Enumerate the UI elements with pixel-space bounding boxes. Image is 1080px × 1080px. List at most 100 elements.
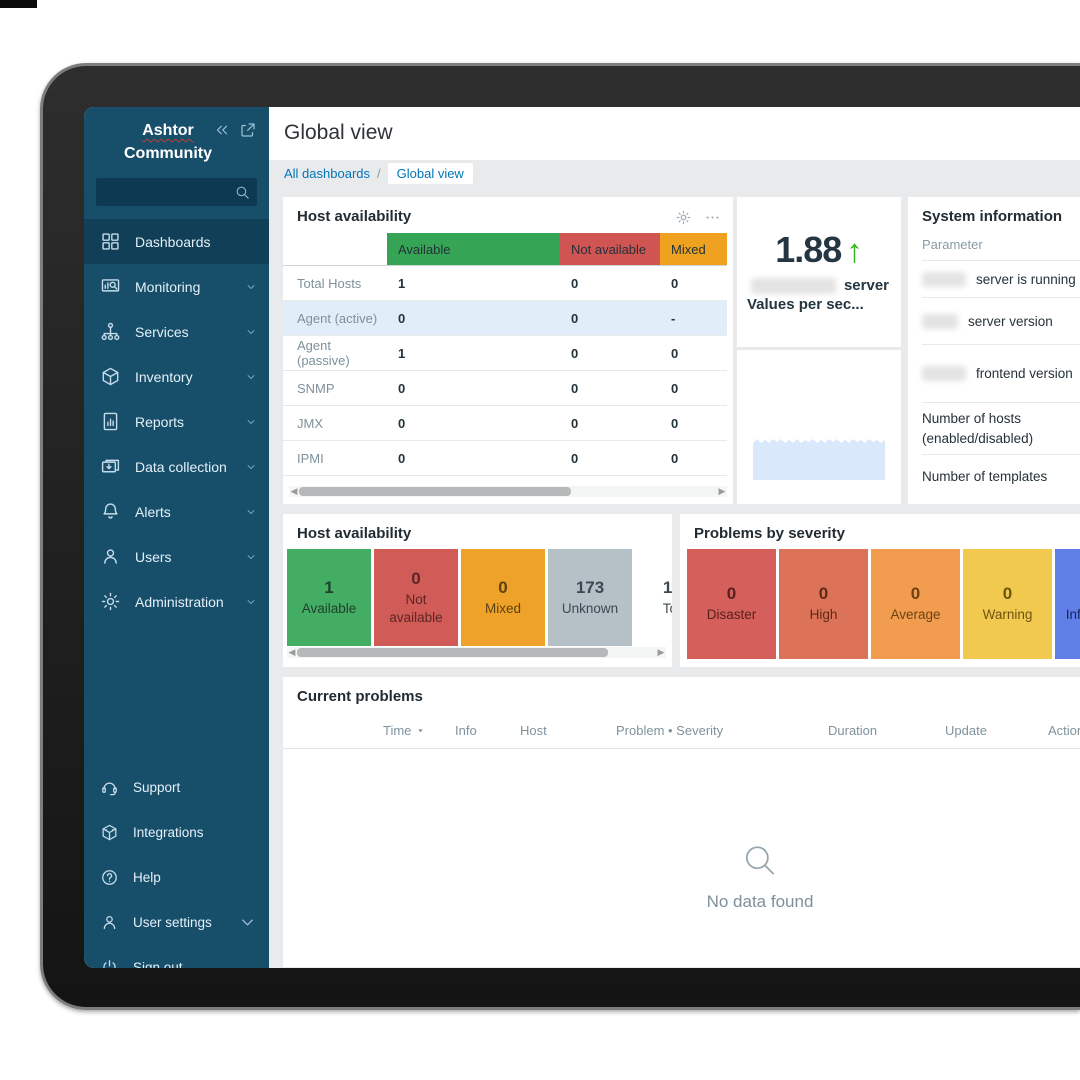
widget-system-information: System information Parameter server is r… — [908, 197, 1080, 504]
sidebar-item-label: Administration — [135, 593, 224, 610]
scrollbar-thumb[interactable] — [299, 487, 571, 496]
sidebar-footer: Support Integrations Help User settings … — [84, 765, 269, 968]
table-row: Total Hosts 1 0 0 — [283, 266, 727, 301]
sidebar-item-integrations[interactable]: Integrations — [84, 810, 269, 855]
integrations-icon — [100, 823, 119, 842]
sidebar-item-inventory[interactable]: Inventory — [84, 354, 269, 399]
status-card-not-available: 0 Not available — [374, 549, 458, 646]
redacted-blur — [922, 271, 966, 287]
sidebar-item-services[interactable]: Services — [84, 309, 269, 354]
administration-icon — [100, 591, 121, 612]
chevron-down-icon — [245, 461, 257, 473]
search-icon[interactable] — [234, 184, 251, 201]
severity-card-average: 0 Average — [871, 549, 960, 659]
severity-card-high: 0 High — [779, 549, 868, 659]
monitoring-icon — [100, 276, 121, 297]
gear-icon[interactable] — [675, 209, 692, 226]
chevron-down-icon — [245, 416, 257, 428]
dashboards-icon — [100, 231, 121, 252]
sysinfo-row: Number of hosts (enabled/disabled) — [922, 402, 1080, 454]
metric-label: Values per sec... — [747, 296, 864, 313]
widget-mini-graph — [737, 350, 901, 504]
column-time[interactable]: Time — [383, 723, 426, 738]
brand-line1: Ashtor — [142, 122, 194, 139]
column-update[interactable]: Update — [945, 723, 987, 738]
column-not-available: Not available — [560, 233, 660, 265]
sidebar-item-label: Integrations — [133, 825, 204, 840]
column-problem-severity[interactable]: Problem • Severity — [616, 723, 724, 738]
sidebar-item-user-settings[interactable]: User settings — [84, 900, 269, 945]
column-info[interactable]: Info — [455, 723, 477, 738]
redacted-blur — [922, 366, 966, 381]
host-availability-table: Available Not available Mixed Total Host… — [283, 233, 727, 476]
column-duration[interactable]: Duration — [828, 723, 878, 738]
sidebar-item-label: Services — [135, 323, 189, 340]
redacted-blur — [751, 277, 836, 294]
search-input[interactable] — [96, 184, 308, 200]
sidebar-item-support[interactable]: Support — [84, 765, 269, 810]
sidebar-item-label: Users — [135, 548, 172, 565]
scroll-left-arrow[interactable]: ◀ — [290, 486, 298, 496]
problems-table-header: Time Info Host Problem • Severity Durati… — [283, 717, 1080, 749]
table-row: Agent (passive) 1 0 0 — [283, 336, 727, 371]
table-row: JMX 0 0 0 — [283, 406, 727, 441]
sidebar-item-monitoring[interactable]: Monitoring — [84, 264, 269, 309]
ellipsis-menu-icon[interactable] — [704, 209, 721, 226]
sysinfo-label: frontend version — [976, 366, 1073, 381]
sign-out-icon — [100, 958, 119, 968]
widget-host-availability-cards: Host availability 1 Available 0 Not avai… — [283, 514, 672, 667]
collapse-sidebar-icon[interactable] — [213, 121, 231, 139]
column-actions[interactable]: Actions — [1048, 723, 1080, 738]
sidebar-item-label: Sign out — [133, 960, 183, 968]
sysinfo-label: (enabled/disabled) — [922, 430, 1034, 446]
brand-line2: Community — [124, 145, 212, 163]
metric-unit-label: server — [843, 277, 889, 294]
support-icon — [100, 778, 119, 797]
chevron-down-icon — [245, 596, 257, 608]
metric-value: 1.88 — [775, 229, 842, 270]
status-card-available: 1 Available — [287, 549, 371, 646]
breadcrumb-separator: / — [377, 166, 381, 181]
sysinfo-row: Number of templates — [922, 454, 1080, 498]
scroll-left-arrow[interactable]: ◀ — [288, 647, 296, 657]
chevron-down-icon — [245, 506, 257, 518]
widget-title: Host availability — [297, 525, 412, 542]
empty-state-text: No data found — [706, 892, 814, 911]
sysinfo-label: server is running — [976, 271, 1076, 287]
sidebar-item-users[interactable]: Users — [84, 534, 269, 579]
column-mixed: Mixed — [660, 233, 727, 265]
scroll-right-arrow[interactable]: ▶ — [718, 486, 726, 496]
table-row: SNMP 0 0 0 — [283, 371, 727, 406]
chevron-down-icon — [245, 326, 257, 338]
sidebar-item-alerts[interactable]: Alerts — [84, 489, 269, 534]
widget-title: Current problems — [297, 688, 423, 705]
sidebar-item-data-collection[interactable]: Data collection — [84, 444, 269, 489]
table-row: Agent (active) 0 0 - — [283, 301, 727, 336]
sysinfo-label: server version — [968, 313, 1053, 329]
trend-up-arrow-icon: ↑ — [846, 231, 863, 269]
empty-state: No data found — [706, 842, 814, 912]
sidebar-item-sign-out[interactable]: Sign out — [84, 945, 269, 968]
main-content: Global view All dashboards / Global view… — [269, 107, 1080, 968]
sidebar-item-reports[interactable]: Reports — [84, 399, 269, 444]
scroll-right-arrow[interactable]: ▶ — [657, 647, 665, 657]
column-host[interactable]: Host — [520, 723, 547, 738]
severity-card-warning: 0 Warning — [963, 549, 1052, 659]
sidebar-item-administration[interactable]: Administration — [84, 579, 269, 624]
widget-problems-by-severity: Problems by severity 0 Disaster 0 High 0… — [680, 514, 1080, 667]
sidebar-search — [96, 178, 308, 207]
sidebar: Ashtor Community Dashboards Monitoring S… — [84, 107, 308, 968]
breadcrumb-all-dashboards[interactable]: All dashboards — [284, 166, 370, 181]
breadcrumb-current[interactable]: Global view — [387, 163, 473, 184]
popout-sidebar-icon[interactable] — [239, 121, 257, 139]
status-card-mixed: 0 Mixed — [461, 549, 545, 646]
sidebar-item-label: User settings — [133, 915, 212, 930]
sidebar-item-label: Reports — [135, 413, 185, 430]
chevron-down-icon — [245, 371, 257, 383]
sidebar-item-help[interactable]: Help — [84, 855, 269, 900]
sidebar-item-dashboards[interactable]: Dashboards — [84, 219, 269, 265]
horizontal-scrollbar[interactable]: ◀ ▶ — [289, 486, 727, 497]
horizontal-scrollbar[interactable]: ◀ ▶ — [287, 647, 666, 658]
scrollbar-thumb[interactable] — [297, 648, 608, 657]
sidebar-item-label: Inventory — [135, 368, 193, 385]
